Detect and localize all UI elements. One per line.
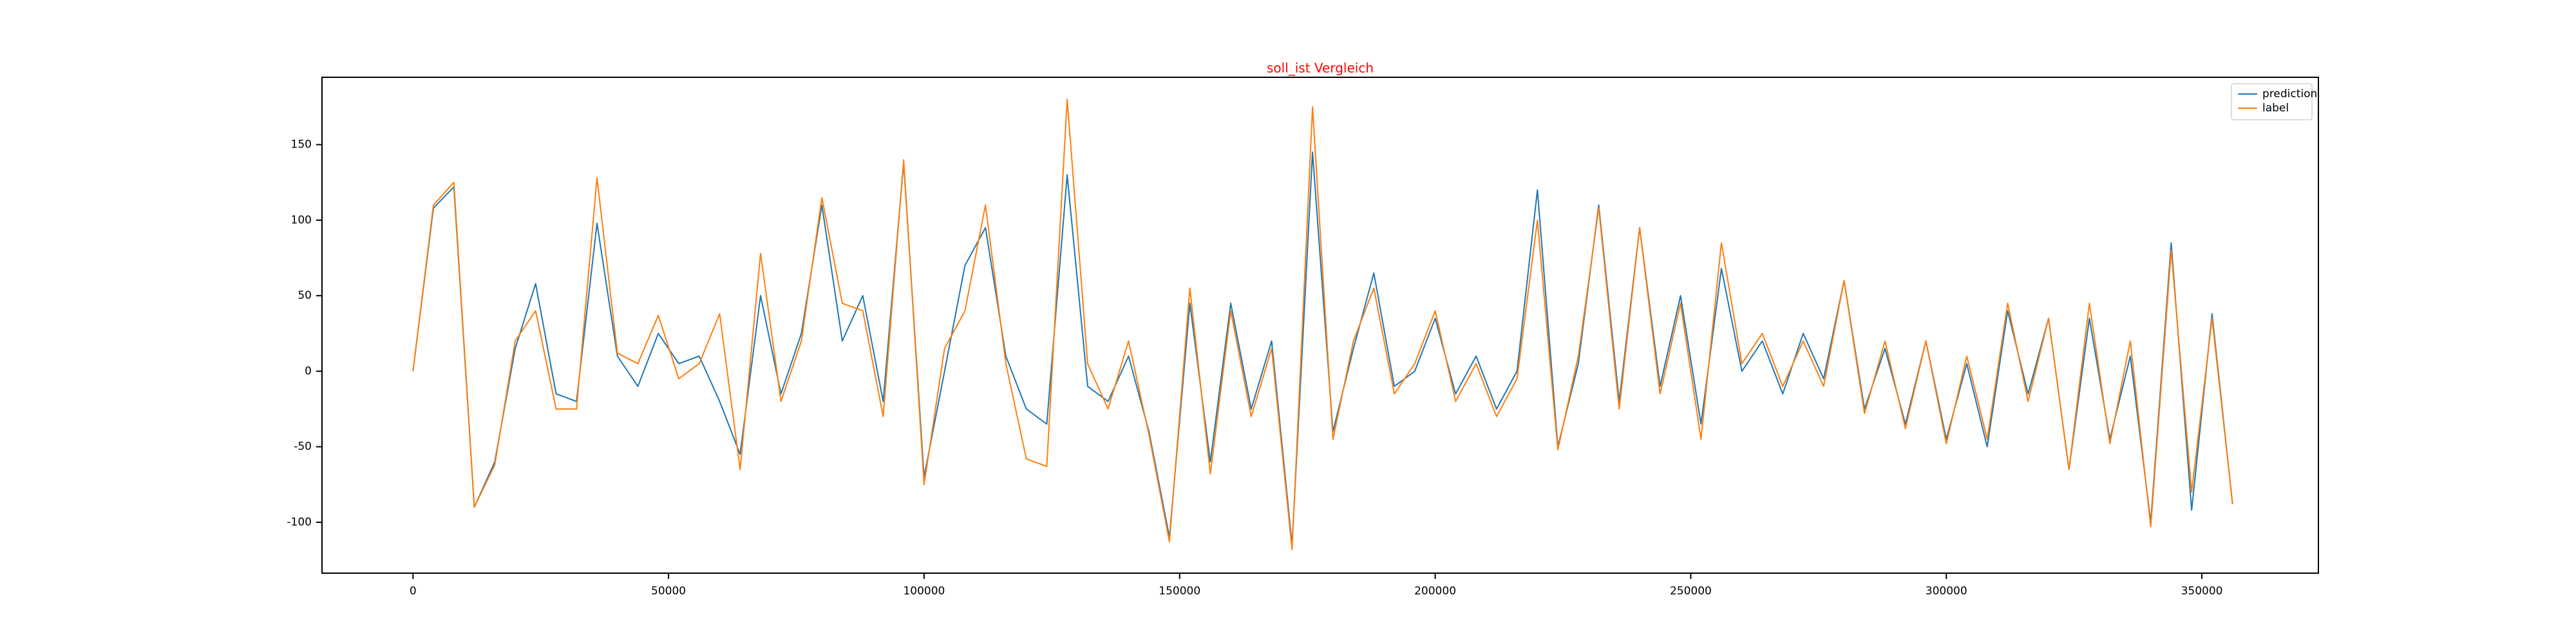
line-series <box>412 99 2233 551</box>
x-tick-label: 250000 <box>1670 585 1712 598</box>
legend-label: prediction <box>2262 88 2317 100</box>
x-tick-label: 300000 <box>1926 585 1967 598</box>
legend-box <box>2231 83 2313 120</box>
y-tick-label: 150 <box>291 138 312 151</box>
line-series <box>412 151 2233 546</box>
legend-label: label <box>2262 102 2289 115</box>
x-tick-label: 150000 <box>1159 585 1200 598</box>
x-tick-label: 50000 <box>651 585 686 598</box>
y-tick-label: 100 <box>291 214 312 227</box>
x-tick-label: 200000 <box>1414 585 1456 598</box>
x-tick-label: 350000 <box>2181 585 2223 598</box>
y-tick-label: -50 <box>294 440 312 453</box>
plot-frame <box>321 77 2319 574</box>
y-tick-label: -100 <box>287 516 312 529</box>
x-tick-label: 100000 <box>903 585 945 598</box>
chart-title: soll_ist Vergleich <box>1267 61 1374 76</box>
x-tick-label: 0 <box>410 585 417 598</box>
y-tick-label: 0 <box>305 365 312 377</box>
y-tick-label: 50 <box>298 289 312 302</box>
